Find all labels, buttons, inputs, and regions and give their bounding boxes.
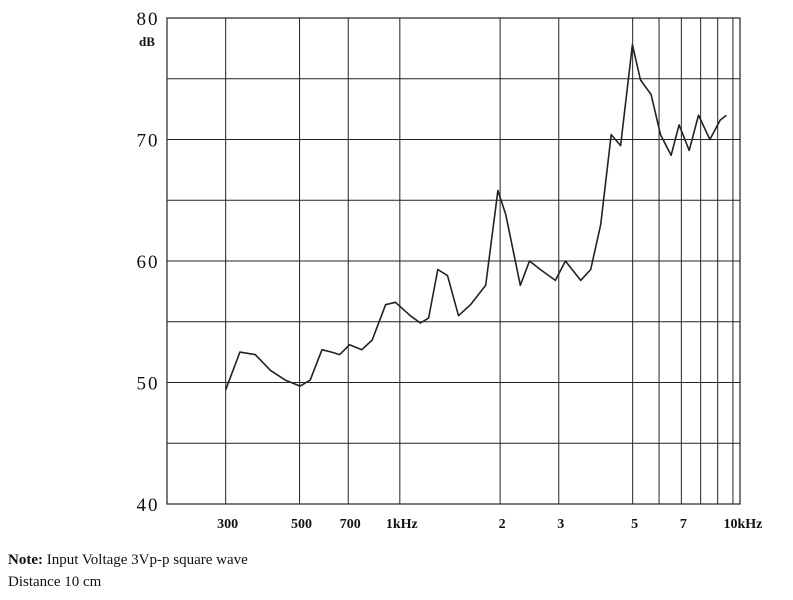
note-text: Input Voltage 3Vp-p square wave [46, 552, 248, 568]
plot-frame [166, 17, 741, 505]
x-tick-label: 1kHz [386, 517, 418, 532]
x-tick-label: 7 [680, 517, 687, 532]
y-tick-label: 50 [137, 374, 160, 395]
x-tick-label: 700 [340, 517, 361, 532]
x-tick-label: 500 [291, 517, 312, 532]
x-tick-label: 5 [631, 517, 638, 532]
y-tick-label: 80 [137, 9, 160, 30]
y-tick-label: 40 [137, 495, 160, 516]
x-tick-label: 2 [499, 517, 506, 532]
x-tick-label: 10kHz [723, 517, 762, 532]
note-line: Distance 10 cm [8, 574, 102, 590]
data-line [224, 43, 727, 391]
x-tick-label: 3 [557, 517, 564, 532]
x-tick-label: 300 [217, 517, 238, 532]
note-line: Note: Input Voltage 3Vp-p square wave [8, 552, 248, 569]
y-tick-label: 60 [137, 252, 160, 273]
y-unit: dB [139, 34, 155, 49]
chart: dB 40 50 60 70 80 300 500 700 1kHz 2 3 5 7 10kHz [137, 9, 763, 532]
note-label: Note: [8, 552, 43, 568]
y-tick-label: 70 [137, 131, 160, 152]
